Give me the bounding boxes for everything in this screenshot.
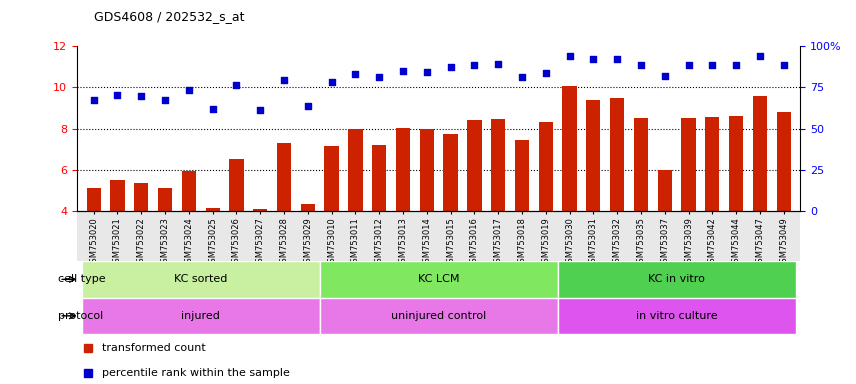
Text: KC sorted: KC sorted (174, 274, 228, 285)
Text: protocol: protocol (58, 311, 104, 321)
Bar (320, 261, 557, 298)
Point (443, 64, 457, 70)
Point (634, 61, 648, 68)
Bar (705, 117, 719, 211)
Bar (514, 140, 529, 211)
Point (539, 70, 553, 76)
Bar (395, 127, 410, 211)
Point (681, 61, 695, 68)
Bar (134, 183, 148, 211)
Bar (657, 170, 672, 211)
Point (777, 61, 791, 68)
Text: in vitro culture: in vitro culture (636, 311, 717, 321)
Text: transformed count: transformed count (103, 343, 206, 353)
Bar (86, 189, 101, 211)
Point (420, 69, 434, 75)
Bar (557, 261, 795, 298)
Bar (82, 298, 320, 334)
Bar (110, 180, 125, 211)
Point (301, 103, 315, 109)
Bar (467, 120, 482, 211)
Point (372, 74, 386, 80)
Bar (229, 159, 244, 211)
Text: GDS4608 / 202532_s_at: GDS4608 / 202532_s_at (94, 10, 245, 23)
Point (562, 53, 576, 60)
Text: cell type: cell type (58, 274, 105, 285)
Point (467, 61, 481, 68)
Point (396, 68, 410, 74)
Bar (557, 298, 795, 334)
Bar (538, 122, 553, 211)
Bar (276, 143, 291, 211)
Bar (253, 209, 267, 211)
Point (158, 97, 172, 103)
Point (515, 74, 529, 80)
Bar (491, 119, 505, 211)
Point (86, 97, 100, 103)
Bar (562, 86, 577, 211)
Point (110, 91, 124, 98)
Bar (610, 98, 624, 211)
Point (348, 71, 362, 77)
Point (729, 61, 743, 68)
Text: injured: injured (181, 311, 220, 321)
Point (658, 73, 672, 79)
Bar (776, 112, 791, 211)
Point (586, 56, 600, 63)
Bar (348, 129, 363, 211)
Bar (372, 145, 386, 211)
Point (277, 77, 291, 83)
Point (491, 61, 505, 67)
Bar (324, 146, 339, 211)
Point (324, 79, 338, 85)
Bar (586, 100, 601, 211)
Bar (181, 171, 196, 211)
Point (610, 56, 624, 63)
Text: KC in vitro: KC in vitro (648, 274, 705, 285)
Bar (82, 261, 320, 298)
Point (134, 93, 148, 99)
Bar (300, 204, 315, 211)
Bar (729, 116, 743, 211)
Bar (320, 298, 557, 334)
Point (253, 107, 267, 113)
Text: percentile rank within the sample: percentile rank within the sample (103, 368, 290, 378)
Text: uninjured control: uninjured control (391, 311, 486, 321)
Bar (443, 134, 458, 211)
Bar (752, 96, 767, 211)
Point (753, 53, 767, 60)
Point (705, 61, 719, 68)
Bar (419, 129, 434, 211)
Point (182, 88, 196, 94)
Bar (633, 118, 648, 211)
Bar (205, 208, 220, 211)
Point (229, 82, 243, 88)
Text: KC LCM: KC LCM (418, 274, 460, 285)
Bar (158, 189, 172, 211)
Point (205, 106, 219, 112)
Bar (681, 118, 696, 211)
